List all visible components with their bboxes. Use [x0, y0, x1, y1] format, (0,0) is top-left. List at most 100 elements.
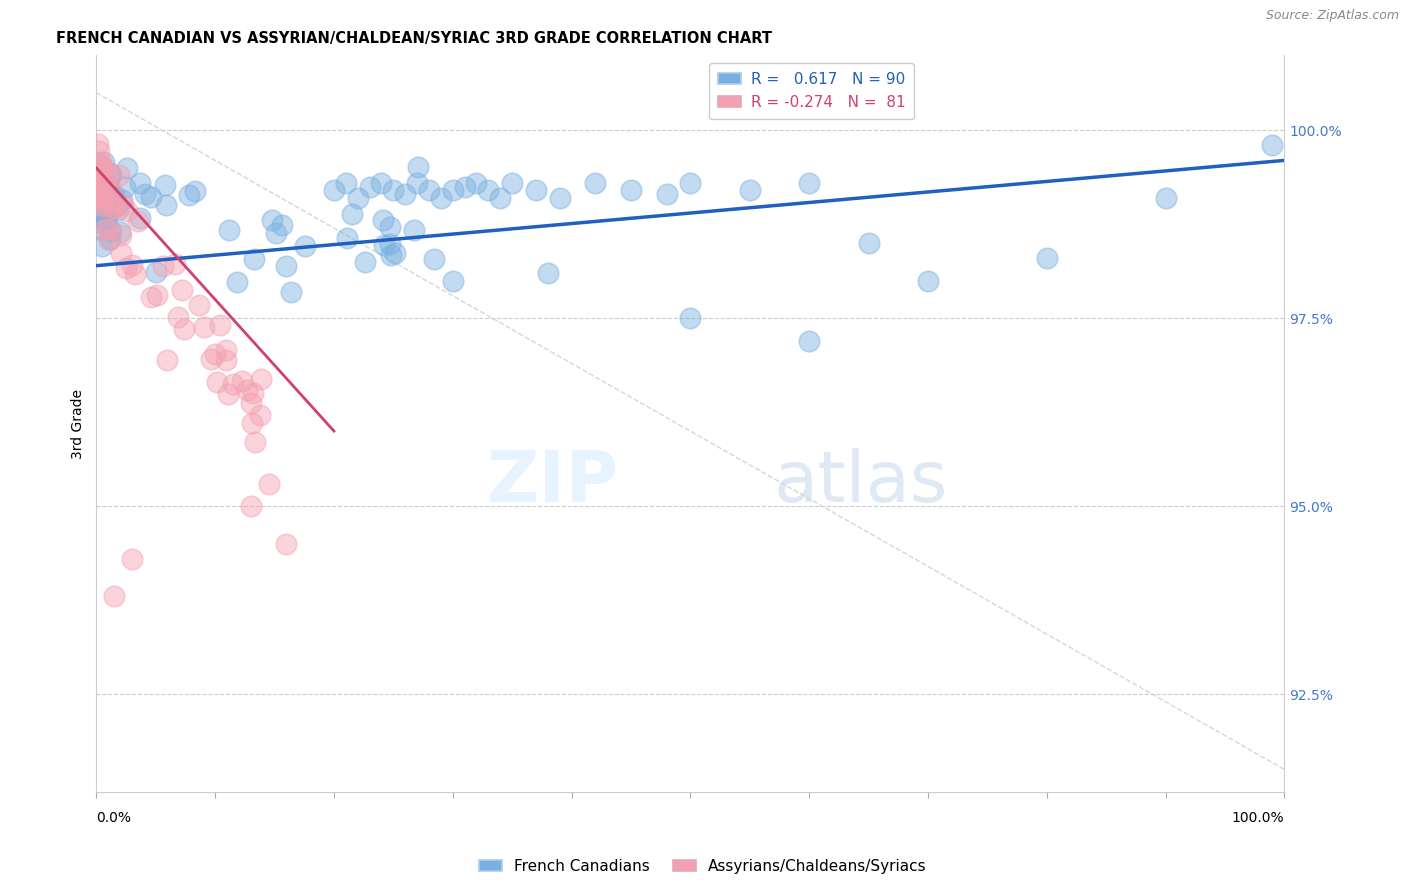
- Text: FRENCH CANADIAN VS ASSYRIAN/CHALDEAN/SYRIAC 3RD GRADE CORRELATION CHART: FRENCH CANADIAN VS ASSYRIAN/CHALDEAN/SYR…: [56, 31, 772, 46]
- Point: [264, 226, 287, 240]
- Point: [679, 176, 702, 190]
- Point: [146, 288, 169, 302]
- Point: [90, 239, 112, 253]
- Point: [87, 156, 110, 170]
- Y-axis label: 3rd Grade: 3rd Grade: [72, 389, 86, 458]
- Point: [378, 236, 401, 251]
- Point: [370, 176, 392, 190]
- Point: [105, 198, 128, 212]
- Point: [115, 161, 138, 175]
- Point: [94, 215, 117, 229]
- Point: [91, 162, 114, 177]
- Point: [103, 590, 125, 604]
- Point: [430, 191, 453, 205]
- Point: [239, 395, 262, 409]
- Point: [115, 260, 138, 275]
- Point: [218, 223, 240, 237]
- Point: [139, 189, 162, 203]
- Point: [165, 257, 187, 271]
- Point: [98, 195, 121, 210]
- Point: [280, 285, 302, 299]
- Point: [239, 500, 262, 514]
- Point: [87, 145, 110, 159]
- Point: [103, 187, 125, 202]
- Point: [93, 199, 115, 213]
- Point: [89, 172, 111, 186]
- Point: [98, 166, 121, 180]
- Point: [100, 188, 122, 202]
- Point: [145, 265, 167, 279]
- Point: [87, 182, 110, 196]
- Point: [418, 184, 440, 198]
- Point: [103, 201, 125, 215]
- Point: [384, 245, 406, 260]
- Point: [655, 187, 678, 202]
- Point: [342, 207, 364, 221]
- Point: [90, 155, 112, 169]
- Point: [129, 176, 152, 190]
- Point: [250, 372, 273, 386]
- Point: [441, 184, 464, 198]
- Text: 100.0%: 100.0%: [1232, 811, 1284, 825]
- Point: [404, 223, 426, 237]
- Legend: R =   0.617   N = 90, R = -0.274   N =  81: R = 0.617 N = 90, R = -0.274 N = 81: [709, 62, 914, 119]
- Point: [93, 155, 115, 169]
- Point: [1261, 138, 1284, 153]
- Point: [86, 136, 108, 151]
- Legend: French Canadians, Assyrians/Chaldeans/Syriacs: French Canadians, Assyrians/Chaldeans/Sy…: [472, 853, 934, 880]
- Point: [110, 227, 132, 242]
- Point: [243, 434, 266, 449]
- Point: [89, 187, 111, 202]
- Point: [193, 319, 215, 334]
- Point: [89, 222, 111, 236]
- Point: [89, 161, 111, 175]
- Point: [797, 176, 820, 190]
- Point: [423, 252, 446, 266]
- Point: [583, 176, 606, 190]
- Point: [115, 203, 138, 218]
- Point: [110, 245, 132, 260]
- Point: [111, 193, 134, 207]
- Point: [858, 236, 880, 251]
- Text: ZIP: ZIP: [486, 448, 619, 517]
- Point: [257, 476, 280, 491]
- Point: [107, 168, 129, 182]
- Point: [155, 198, 177, 212]
- Point: [184, 185, 207, 199]
- Point: [97, 178, 120, 192]
- Point: [91, 197, 114, 211]
- Point: [243, 252, 266, 266]
- Point: [94, 184, 117, 198]
- Point: [406, 160, 429, 174]
- Point: [354, 255, 377, 269]
- Point: [94, 212, 117, 227]
- Point: [101, 196, 124, 211]
- Point: [173, 322, 195, 336]
- Point: [373, 213, 395, 227]
- Point: [346, 191, 368, 205]
- Point: [537, 266, 560, 280]
- Point: [93, 189, 115, 203]
- Point: [86, 192, 108, 206]
- Point: [179, 187, 201, 202]
- Point: [114, 179, 136, 194]
- Point: [103, 201, 125, 215]
- Point: [152, 260, 174, 274]
- Point: [1035, 251, 1057, 265]
- Point: [548, 191, 571, 205]
- Point: [501, 176, 523, 190]
- Point: [406, 176, 429, 190]
- Point: [336, 231, 359, 245]
- Point: [97, 221, 120, 235]
- Point: [98, 232, 121, 246]
- Point: [96, 174, 118, 188]
- Point: [129, 211, 152, 225]
- Point: [276, 259, 298, 273]
- Point: [100, 223, 122, 237]
- Point: [453, 179, 475, 194]
- Point: [141, 290, 163, 304]
- Point: [97, 178, 120, 193]
- Point: [205, 375, 228, 389]
- Point: [359, 179, 381, 194]
- Point: [231, 374, 253, 388]
